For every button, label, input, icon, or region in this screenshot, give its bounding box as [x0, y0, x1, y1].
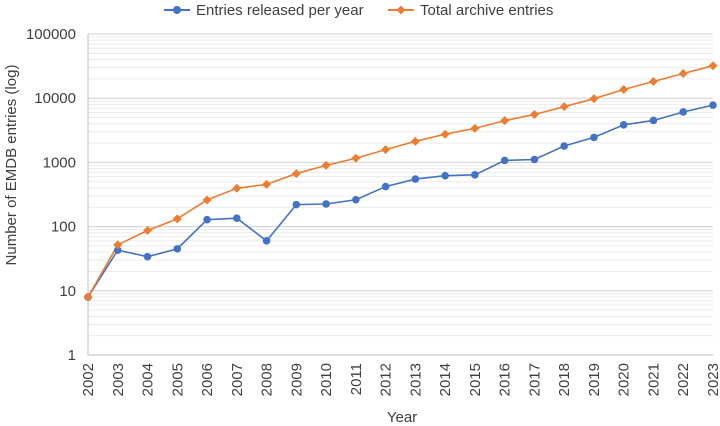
data-point-total — [351, 153, 361, 163]
data-point-released — [411, 175, 420, 183]
x-tick-label: 2007 — [229, 363, 246, 396]
y-tick-label: 1 — [68, 347, 76, 364]
data-point-total — [648, 77, 658, 87]
x-tick-label: 2013 — [407, 363, 424, 396]
data-point-released — [590, 133, 598, 142]
data-point-released — [352, 195, 360, 204]
x-tick-label: 2023 — [705, 363, 720, 396]
data-point-total — [291, 169, 301, 179]
legend-label-total-archive: Total archive entries — [420, 2, 553, 19]
legend: Entries released per year Total archive … — [164, 2, 553, 19]
data-point-total — [381, 145, 391, 155]
x-tick-label: 2009 — [288, 363, 305, 396]
y-tick-label: 1000 — [43, 154, 76, 171]
x-tick-label: 2015 — [467, 363, 484, 396]
x-tick-label: 2003 — [110, 363, 127, 396]
data-point-released — [500, 156, 509, 165]
legend-marker-entries-released — [173, 6, 181, 14]
x-axis-title: Year — [387, 409, 417, 426]
data-point-total — [440, 129, 450, 139]
data-point-total — [143, 225, 153, 235]
data-point-released — [292, 200, 301, 209]
data-point-released — [262, 237, 271, 245]
data-point-total — [202, 195, 212, 205]
x-tick-label: 2017 — [526, 363, 543, 396]
x-tick-label: 2002 — [80, 363, 97, 396]
data-point-released — [679, 108, 688, 116]
x-tick-label: 2018 — [556, 363, 573, 396]
data-point-released — [113, 246, 122, 254]
y-tick-label: 10000 — [34, 90, 76, 107]
data-point-released — [203, 215, 211, 224]
x-tick-label: 2020 — [616, 363, 633, 396]
data-point-released — [173, 245, 182, 253]
data-point-total — [172, 214, 182, 224]
data-point-released — [649, 116, 658, 125]
data-point-total — [708, 61, 718, 71]
legend-marker-total-archive — [396, 5, 406, 15]
x-tick-label: 2014 — [437, 363, 454, 396]
grid-lines — [87, 33, 713, 356]
data-point-released — [233, 214, 241, 223]
y-tick-label: 100000 — [26, 26, 76, 43]
data-point-total — [83, 292, 93, 302]
x-tick-label: 2010 — [318, 363, 335, 396]
data-point-total — [410, 136, 420, 146]
x-tick-label: 2008 — [259, 363, 276, 396]
y-tick-label: 100 — [51, 219, 76, 236]
data-point-total — [113, 240, 123, 250]
y-axis-title: Number of EMDB entries (log) — [3, 65, 20, 266]
data-point-total — [262, 179, 272, 189]
data-point-total — [321, 160, 331, 170]
series-line-1 — [87, 64, 714, 298]
data-point-released — [322, 200, 330, 208]
data-point-total — [470, 123, 480, 133]
data-point-released — [471, 171, 479, 179]
x-tick-label: 2021 — [645, 363, 662, 396]
data-point-released — [560, 142, 568, 150]
x-tick-label: 2011 — [348, 363, 365, 395]
data-point-released — [441, 171, 449, 180]
x-tick-labels: 2002 2003 2004 2005 2006 2007 2008 2009 2010 2011… — [80, 363, 720, 396]
x-tick-label: 2006 — [199, 363, 216, 396]
data-point-released — [619, 121, 628, 129]
data-point-total — [589, 94, 599, 104]
data-point-released — [709, 101, 717, 109]
legend-label-entries-released: Entries released per year — [196, 2, 364, 19]
data-point-released — [143, 252, 152, 261]
x-tick-label: 2004 — [140, 363, 157, 396]
data-point-total — [678, 68, 688, 78]
y-tick-label: 10 — [59, 283, 76, 300]
data-point-released — [530, 155, 539, 164]
series-line-0 — [87, 104, 714, 298]
x-tick-label: 2019 — [586, 363, 603, 396]
y-tick-labels: 1 10 100 1000 10000 100000 — [26, 26, 76, 364]
legend-item-entries-released: Entries released per year — [164, 2, 364, 19]
x-tick-label: 2005 — [169, 363, 186, 396]
data-point-released — [381, 182, 390, 191]
x-tick-label: 2012 — [378, 363, 395, 396]
data-point-total — [619, 84, 629, 94]
x-tick-label: 2022 — [675, 363, 692, 396]
series-layer — [83, 61, 718, 302]
x-tick-label: 2016 — [497, 363, 514, 396]
data-point-total — [529, 109, 539, 119]
data-point-total — [559, 102, 569, 112]
data-point-total — [500, 116, 510, 126]
legend-item-total-archive: Total archive entries — [388, 2, 553, 19]
data-point-total — [232, 183, 242, 193]
